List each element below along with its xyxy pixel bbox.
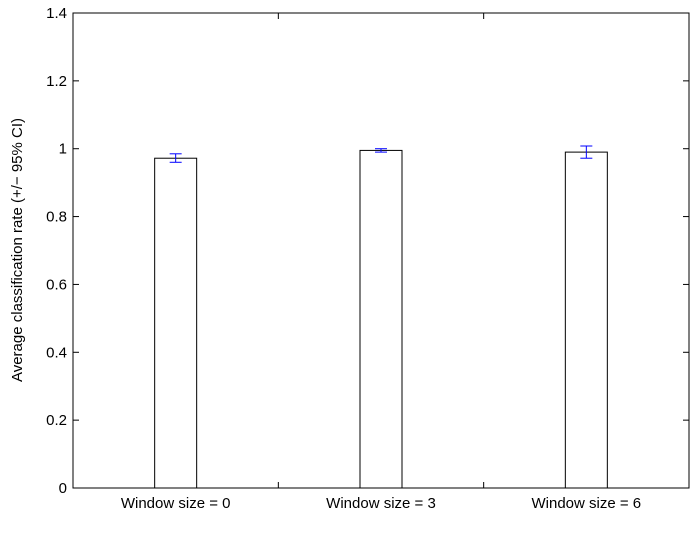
bars — [154, 149, 608, 489]
y-tick-label: 1 — [59, 141, 67, 158]
y-tick-label: 1.2 — [46, 73, 67, 90]
error-bar — [169, 153, 182, 163]
y-tick-label: 0.2 — [46, 412, 67, 429]
y-tick-label: 0.4 — [46, 344, 67, 361]
x-tick-label: Window size = 6 — [532, 495, 642, 512]
bar — [564, 151, 608, 489]
y-axis-ticks: 0 0.2 0.4 0.6 0.8 1 1.2 1.4 — [46, 5, 689, 497]
bar — [154, 157, 198, 489]
plot-area: 00.20.40.60.811.21.4 Window size = 0 Wind… — [46, 5, 690, 512]
y-tick-label: 0 — [59, 480, 67, 497]
y-tick-label: 1.4 — [46, 5, 67, 22]
error-bar — [375, 148, 387, 153]
y-axis-label: Average classification rate (+/− 95% CI) — [9, 118, 26, 382]
x-tick-label: Window size = 3 — [326, 495, 436, 512]
error-bars — [169, 145, 593, 163]
bar — [359, 149, 403, 489]
y-tick-label: 0.8 — [46, 209, 67, 226]
x-axis-ticks: Window size = 0 Window size = 3 Window siz… — [121, 13, 641, 512]
error-bar — [580, 145, 593, 159]
x-tick-label: Window size = 0 — [121, 495, 231, 512]
y-tick-label: 0.6 — [46, 276, 67, 293]
